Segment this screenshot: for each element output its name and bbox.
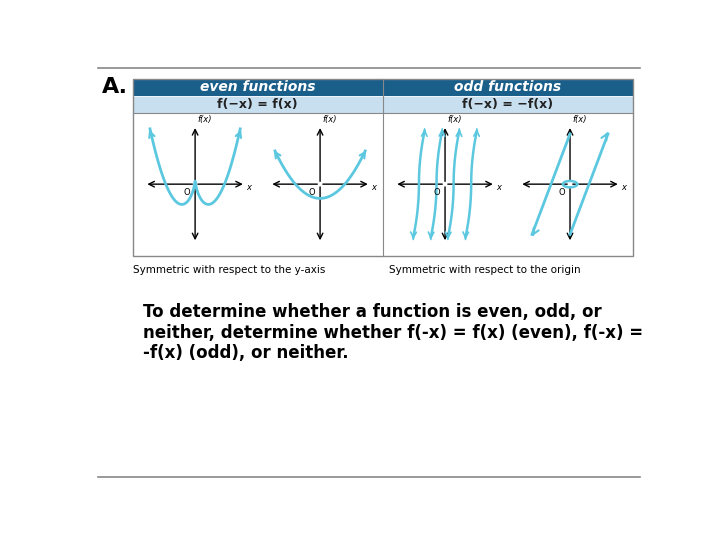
Text: O: O: [559, 188, 565, 197]
Text: f(−x) = −f(x): f(−x) = −f(x): [462, 98, 553, 111]
Text: x: x: [372, 183, 377, 192]
Text: -f(x) (odd), or neither.: -f(x) (odd), or neither.: [143, 343, 348, 362]
Text: Symmetric with respect to the y-axis: Symmetric with respect to the y-axis: [132, 265, 325, 275]
Bar: [132, 79, 632, 256]
Text: x: x: [246, 183, 251, 192]
Text: To determine whether a function is even, odd, or: To determine whether a function is even,…: [143, 303, 601, 321]
Text: neither, determine whether f(-x) = f(x) (even), f(-x) =: neither, determine whether f(-x) = f(x) …: [143, 323, 643, 341]
Text: f(x): f(x): [447, 114, 462, 124]
Bar: [132, 112, 632, 256]
Bar: [132, 79, 382, 96]
Text: A.: A.: [102, 77, 127, 97]
Text: f(x): f(x): [572, 114, 587, 124]
Text: O: O: [309, 188, 315, 197]
Bar: [132, 96, 382, 112]
Text: even functions: even functions: [200, 80, 315, 94]
Text: x: x: [621, 183, 626, 192]
Bar: [382, 79, 632, 96]
Text: x: x: [496, 183, 501, 192]
Text: f(−x) = f(x): f(−x) = f(x): [217, 98, 298, 111]
Text: f(x): f(x): [323, 114, 337, 124]
Text: odd functions: odd functions: [454, 80, 561, 94]
Bar: [382, 96, 632, 112]
Text: O: O: [184, 188, 191, 197]
Text: O: O: [433, 188, 441, 197]
Text: f(x): f(x): [197, 114, 212, 124]
Text: Symmetric with respect to the origin: Symmetric with respect to the origin: [389, 265, 580, 275]
